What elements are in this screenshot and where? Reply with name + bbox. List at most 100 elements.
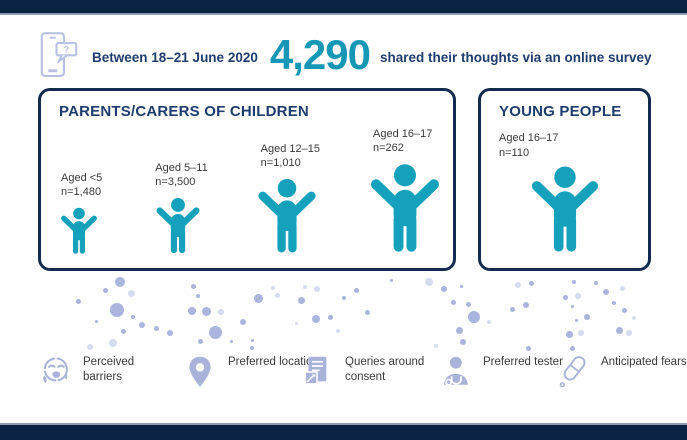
decorative-dot (110, 303, 124, 317)
decorative-dot (294, 321, 298, 325)
decorative-dot (468, 311, 480, 323)
decorative-dot (120, 328, 126, 334)
decorative-dot (342, 296, 346, 300)
decorative-dot (109, 339, 117, 347)
child-person-icon (157, 197, 200, 254)
decorative-dot (327, 314, 333, 320)
decorative-dot (450, 299, 456, 305)
decorative-dot (603, 289, 609, 295)
consent-document-icon (304, 356, 327, 385)
bottom-navy-bar (0, 423, 687, 440)
child-person-icon (60, 207, 97, 254)
decorative-dot (87, 344, 93, 350)
decorative-dot (455, 326, 463, 334)
survey-header: ? Between 18–21 June 2020 4,290 shared t… (36, 28, 675, 86)
age-group-label: Aged 16–17 n=110 (499, 131, 558, 160)
swab-icon (559, 356, 586, 388)
theme-preferred-location: Preferred location (183, 352, 319, 392)
decorative-dot (528, 280, 534, 286)
decorative-dot (434, 344, 438, 348)
sample-size: n=262 (373, 142, 404, 155)
decorative-dot (250, 346, 254, 350)
decorative-dot (297, 296, 305, 304)
decorative-dot (208, 325, 222, 339)
theme-label: Preferred location (228, 356, 319, 368)
decorative-dot (612, 301, 616, 305)
theme-perceived-barriers: Perceived barriers (38, 352, 175, 392)
decorative-dot (525, 345, 531, 351)
decorative-dot (131, 315, 135, 319)
decorative-dot (336, 329, 340, 333)
theme-label: Preferred tester (483, 356, 563, 368)
age-range: Aged <5 (61, 171, 103, 184)
child-person-icon (258, 178, 316, 253)
sample-size: n=110 (499, 146, 530, 159)
age-group: Aged 5–11 n=3,500 (149, 161, 208, 256)
decorative-dot (218, 309, 224, 315)
theme-label: Anticipated fears (601, 356, 687, 368)
theme-anticipated-fears: Anticipated fears (556, 352, 687, 392)
decorative-dot (615, 326, 623, 334)
sample-size: n=1,010 (260, 157, 301, 170)
decorative-dot (575, 293, 581, 299)
decorative-dot (240, 319, 246, 325)
decorative-dot (102, 287, 108, 293)
decorative-dot (425, 278, 433, 286)
decorative-dot (574, 318, 578, 322)
decorative-dot (312, 315, 320, 323)
decorative-dot (523, 302, 529, 308)
decorative-dot (389, 278, 393, 282)
respondent-count: 4,290 (269, 31, 371, 78)
theme-label: Queries around consent (345, 356, 425, 383)
decorative-dot (94, 319, 98, 323)
decorative-dot (465, 301, 471, 307)
decorative-dot (626, 330, 632, 336)
decorative-dot (460, 339, 466, 345)
decorative-dot (487, 320, 491, 324)
worried-face-icon (43, 357, 68, 383)
age-group: Aged 12–15 n=1,010 (255, 142, 320, 256)
decorative-dot (569, 345, 575, 351)
age-range: Aged 12–15 (260, 142, 321, 155)
decorative-dot (621, 307, 627, 313)
tester-person-icon (443, 356, 468, 386)
decorative-dot (153, 325, 159, 331)
decorative-dot (572, 280, 576, 284)
decorative-dot (75, 298, 81, 304)
decorative-dot (594, 281, 598, 285)
age-range: Aged 5–11 (155, 161, 208, 174)
age-group-label: Aged 12–15 n=1,010 (261, 142, 320, 171)
survey-description-text: shared their thoughts via an online surv… (379, 49, 652, 65)
decorative-dot (229, 339, 233, 343)
survey-dates-text: Between 18–21 June 2020 (92, 49, 258, 65)
age-group-label: Aged <5 n=1,480 (61, 171, 102, 200)
decorative-dot (197, 338, 203, 344)
decorative-dot (303, 285, 307, 289)
decorative-dot (364, 309, 370, 315)
decorative-dot (509, 306, 515, 312)
age-range: Aged 16–17 (499, 132, 559, 144)
age-group: Aged <5 n=1,480 (55, 171, 102, 256)
decorative-dot (578, 330, 584, 336)
decorative-dot (115, 277, 125, 287)
decorative-dot (314, 286, 320, 292)
age-group-label: Aged 16–17 n=262 (373, 127, 432, 156)
svg-text:?: ? (64, 44, 70, 54)
decorative-dot (619, 285, 625, 291)
decorative-dot (515, 282, 521, 288)
theme-queries-around-consent: Queries around consent (300, 352, 437, 392)
theme-label: Perceived barriers (83, 356, 135, 383)
young-box-title: YOUNG PEOPLE (499, 103, 622, 120)
decorative-dot (139, 322, 145, 328)
decorative-dot (196, 294, 200, 298)
decorative-dot (127, 289, 135, 297)
decorative-dot (441, 286, 447, 292)
decorative-dot (459, 284, 463, 288)
decorative-dot (190, 283, 196, 289)
child-person-icon (531, 166, 598, 252)
age-group: Aged 16–17 n=262 (367, 127, 443, 256)
decorative-dot (570, 304, 574, 308)
young-people-box: YOUNG PEOPLE Aged 16–17 n=110 (478, 88, 651, 271)
decorative-dot (271, 286, 275, 290)
